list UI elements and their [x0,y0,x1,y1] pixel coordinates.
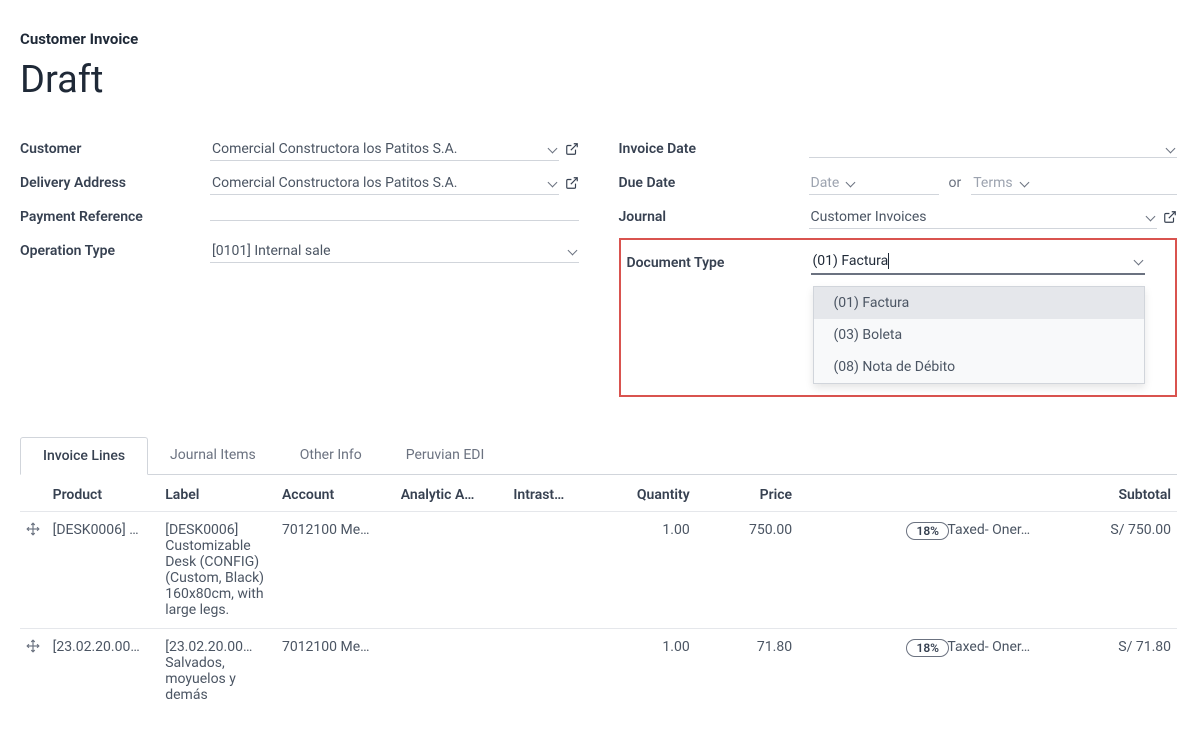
optype-label: Operation Type [20,243,210,259]
cell-quantity: 1.00 [593,512,695,629]
external-link-icon[interactable] [1163,210,1177,224]
payref-field[interactable] [210,214,579,221]
tab-other-info[interactable]: Other Info [278,437,384,474]
cell-product: [DESK0006] … [47,512,160,629]
doctype-option-boleta[interactable]: (03) Boleta [814,319,1145,351]
doctype-field[interactable]: (01) Factura [811,250,1146,275]
th-label: Label [159,479,276,512]
cell-quantity: 1.00 [593,629,695,714]
external-link-icon[interactable] [565,176,579,190]
duedate-label: Due Date [619,175,809,191]
breadcrumb: Customer Invoice [20,30,1177,48]
customer-value: Comercial Constructora los Patitos S.A. [212,141,541,157]
journal-label: Journal [619,209,809,225]
invdate-label: Invoice Date [619,141,809,157]
tab-journal-items[interactable]: Journal Items [148,437,278,474]
duedate-placeholder: Date [811,175,840,191]
form-left-column: Customer Comercial Constructora los Pati… [20,132,579,397]
chevron-down-icon[interactable] [1147,212,1157,222]
optype-field[interactable]: [0101] Internal sale [210,240,579,263]
delivery-label: Delivery Address [20,175,210,191]
th-account: Account [276,479,395,512]
cell-account: 7012100 Me… [276,629,395,714]
th-product: Product [47,479,160,512]
payref-label: Payment Reference [20,209,210,225]
table-row[interactable]: [23.02.20.00… [23.02.20.00… Salvados, mo… [20,629,1177,714]
terms-placeholder: Terms [973,175,1012,191]
invoice-lines-table: Product Label Account Analytic A… Intras… [20,479,1177,713]
journal-value: Customer Invoices [811,209,1140,225]
drag-handle-icon[interactable] [26,639,40,653]
external-link-icon[interactable] [565,142,579,156]
cell-product: [23.02.20.00… [47,629,160,714]
doctype-option-notadebito[interactable]: (08) Nota de Débito [814,351,1145,383]
cell-label: [23.02.20.00… Salvados, moyuelos y demás [159,629,276,714]
doctype-option-factura[interactable]: (01) Factura [814,287,1145,319]
chevron-down-icon[interactable] [847,178,857,188]
chevron-down-icon[interactable] [549,144,559,154]
delivery-value: Comercial Constructora los Patitos S.A. [212,175,541,191]
th-intrastat: Intrast… [507,479,593,512]
form-right-column: Invoice Date Due Date Date or Terms [619,132,1178,397]
journal-field[interactable]: Customer Invoices [809,206,1158,229]
tax-badge: 18% [906,522,949,540]
tax-badge: 18% [906,639,949,657]
chevron-down-icon[interactable] [1021,178,1031,188]
th-quantity: Quantity [593,479,695,512]
chevron-down-icon[interactable] [1167,144,1177,154]
tabs: Invoice Lines Journal Items Other Info P… [20,437,1177,475]
delivery-field[interactable]: Comercial Constructora los Patitos S.A. [210,172,559,195]
terms-field[interactable]: Terms [971,172,1177,195]
th-subtotal: Subtotal [1075,479,1177,512]
cell-label: [DESK0006] Customizable Desk (CONFIG) (C… [159,512,276,629]
cell-subtotal: S/ 71.80 [1075,629,1177,714]
doctype-label: Document Type [627,255,811,271]
or-text: or [939,175,972,191]
chevron-down-icon[interactable] [569,246,579,256]
cell-price: 71.80 [696,629,798,714]
th-price: Price [696,479,798,512]
tab-peruvian-edi[interactable]: Peruvian EDI [384,437,507,474]
document-type-highlight: Document Type (01) Factura (01) Factura … [619,238,1178,397]
chevron-down-icon[interactable] [549,178,559,188]
text-cursor [888,253,889,269]
th-analytic: Analytic A… [395,479,508,512]
cell-price: 750.00 [696,512,798,629]
invdate-field[interactable] [809,141,1178,158]
cell-subtotal: S/ 750.00 [1075,512,1177,629]
page-title: Draft [20,58,1177,102]
customer-label: Customer [20,141,210,157]
customer-field[interactable]: Comercial Constructora los Patitos S.A. [210,138,559,161]
drag-handle-icon[interactable] [26,522,40,536]
duedate-field[interactable]: Date [809,172,939,195]
cell-taxname: Taxed- Oner… [941,512,1074,629]
chevron-down-icon[interactable] [1135,256,1145,266]
tab-invoice-lines[interactable]: Invoice Lines [20,437,148,475]
table-row[interactable]: [DESK0006] … [DESK0006] Customizable Des… [20,512,1177,629]
doctype-dropdown: (01) Factura (03) Boleta (08) Nota de Dé… [813,286,1146,384]
cell-account: 7012100 Me… [276,512,395,629]
doctype-value: (01) Factura [813,253,1128,269]
optype-value: [0101] Internal sale [212,243,561,259]
cell-taxname: Taxed- Oner… [941,629,1074,714]
